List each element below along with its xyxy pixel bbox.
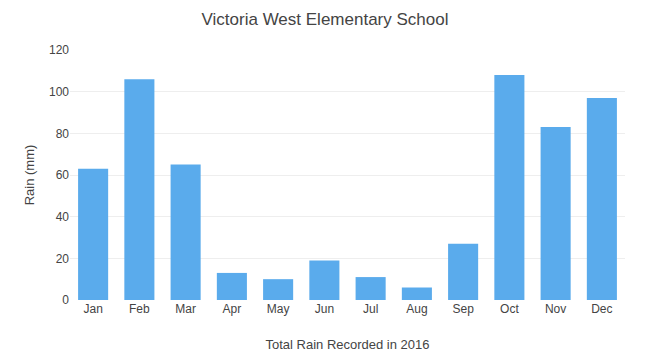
- svg-text:Apr: Apr: [223, 302, 242, 316]
- svg-text:Nov: Nov: [545, 302, 566, 316]
- svg-text:Jul: Jul: [363, 302, 378, 316]
- svg-text:Feb: Feb: [129, 302, 150, 316]
- svg-text:100: 100: [49, 85, 69, 99]
- svg-text:120: 120: [49, 43, 69, 57]
- svg-text:40: 40: [56, 210, 70, 224]
- svg-text:Jan: Jan: [83, 302, 102, 316]
- svg-text:Mar: Mar: [175, 302, 196, 316]
- svg-text:Rain (mm): Rain (mm): [22, 145, 37, 206]
- svg-text:Victoria West Elementary Schoo: Victoria West Elementary School: [202, 10, 449, 29]
- svg-text:Sep: Sep: [452, 302, 474, 316]
- svg-text:0: 0: [62, 293, 69, 307]
- svg-text:Dec: Dec: [591, 302, 612, 316]
- svg-text:20: 20: [56, 252, 70, 266]
- svg-text:Aug: Aug: [406, 302, 427, 316]
- svg-text:60: 60: [56, 168, 70, 182]
- svg-text:Total Rain Recorded in 2016: Total Rain Recorded in 2016: [265, 337, 429, 352]
- svg-text:80: 80: [56, 127, 70, 141]
- svg-text:Jun: Jun: [315, 302, 334, 316]
- svg-text:May: May: [267, 302, 290, 316]
- svg-text:Oct: Oct: [500, 302, 519, 316]
